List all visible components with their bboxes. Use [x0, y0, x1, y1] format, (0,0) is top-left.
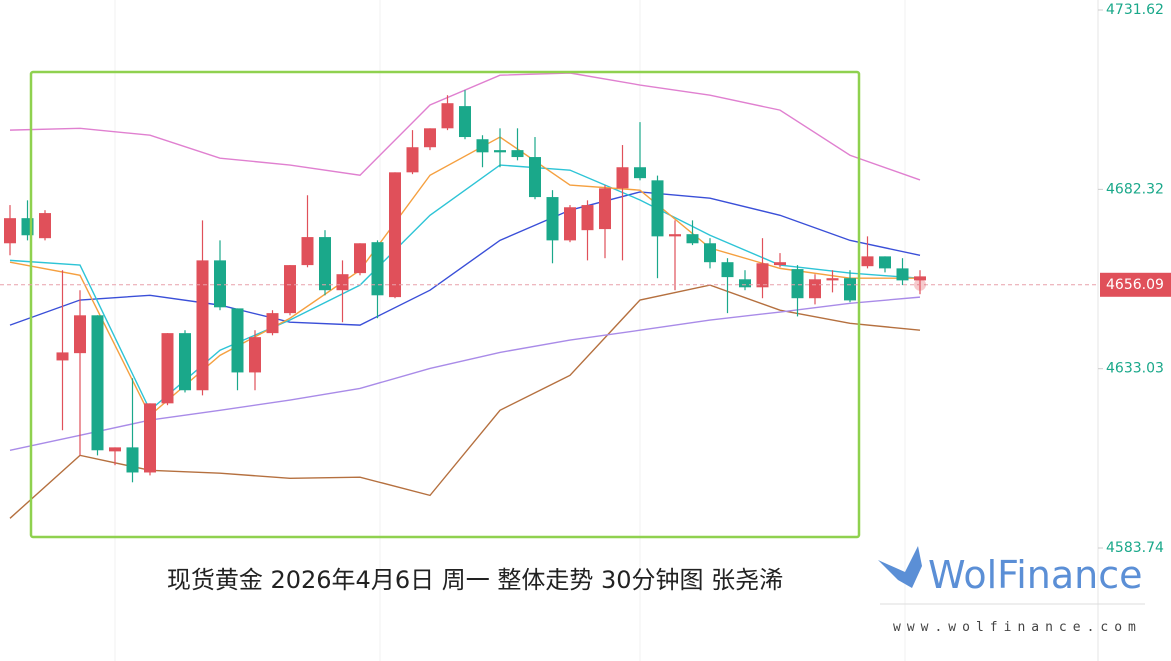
candle-body — [91, 315, 104, 451]
candle-body — [389, 172, 401, 298]
last-price-label: 4656.09 — [1106, 277, 1164, 293]
indicator-line — [9, 164, 921, 412]
candle-body — [424, 128, 436, 148]
last-price-dot — [914, 278, 926, 291]
indicator-line — [9, 296, 921, 451]
indicator-line — [9, 136, 920, 417]
candle-body — [4, 218, 16, 244]
candle-body — [371, 242, 384, 296]
candle-body — [599, 188, 611, 230]
logo: WolFinance www.wolfinance.com — [878, 546, 1145, 635]
candle-body — [196, 260, 209, 391]
candle-body — [686, 234, 699, 244]
annotation-box — [29, 70, 861, 539]
candle-body — [494, 150, 506, 153]
candle-body — [809, 279, 821, 299]
candle-body — [266, 313, 279, 334]
candle-body — [756, 263, 769, 288]
candle-body — [214, 260, 226, 308]
candle-body — [861, 256, 874, 267]
y-tick-label: 4583.74 — [1106, 540, 1164, 556]
candle-body — [354, 243, 366, 274]
indicator-line — [9, 191, 921, 326]
candle-body — [704, 243, 716, 263]
candle-body — [441, 103, 454, 129]
indicator-line — [9, 284, 921, 519]
candle-body — [529, 157, 541, 198]
candle-body — [616, 167, 629, 189]
candle-body — [109, 447, 121, 452]
candle-body — [914, 276, 926, 281]
candle-body — [179, 333, 191, 391]
candle-body — [896, 268, 909, 281]
candle-body — [651, 180, 664, 237]
candle-body — [721, 262, 734, 278]
candle-body — [844, 278, 856, 301]
plot — [4, 72, 926, 519]
candle-body — [56, 352, 69, 361]
candle-body — [739, 279, 751, 288]
candle-body — [669, 234, 681, 237]
logo-url: www.wolfinance.com — [893, 620, 1142, 635]
y-tick-label: 4682.32 — [1106, 181, 1164, 197]
candle-body — [126, 447, 139, 473]
candle-body — [336, 274, 349, 291]
y-tick-label: 4731.62 — [1106, 2, 1164, 18]
candle-body — [879, 256, 891, 269]
candle-body — [634, 167, 646, 179]
candle-body — [161, 333, 174, 404]
candle-body — [581, 205, 594, 231]
candle-body — [249, 337, 261, 373]
candle-body — [284, 265, 296, 314]
candle-body — [74, 315, 86, 354]
caption: 现货黄金 2026年4月6日 周一 整体走势 30分钟图 张尧浠 — [167, 566, 783, 594]
candle-body — [476, 139, 489, 153]
last-price-box — [1100, 272, 1171, 297]
candle-body — [231, 308, 244, 373]
candle-body — [301, 237, 314, 266]
y-tick-label: 4633.03 — [1106, 361, 1164, 377]
logo-icon — [878, 546, 922, 588]
candle-body — [144, 403, 156, 473]
candle-body — [826, 278, 839, 281]
candle-body — [564, 207, 576, 241]
candle-body — [546, 197, 559, 241]
candle-body — [319, 237, 331, 291]
candle-body — [406, 147, 419, 173]
candle-body — [791, 269, 804, 299]
candle-body — [774, 262, 786, 266]
candle-body — [511, 150, 524, 158]
candle-body — [459, 106, 471, 138]
logo-name: WolFinance — [928, 553, 1143, 597]
candle-body — [39, 213, 51, 239]
